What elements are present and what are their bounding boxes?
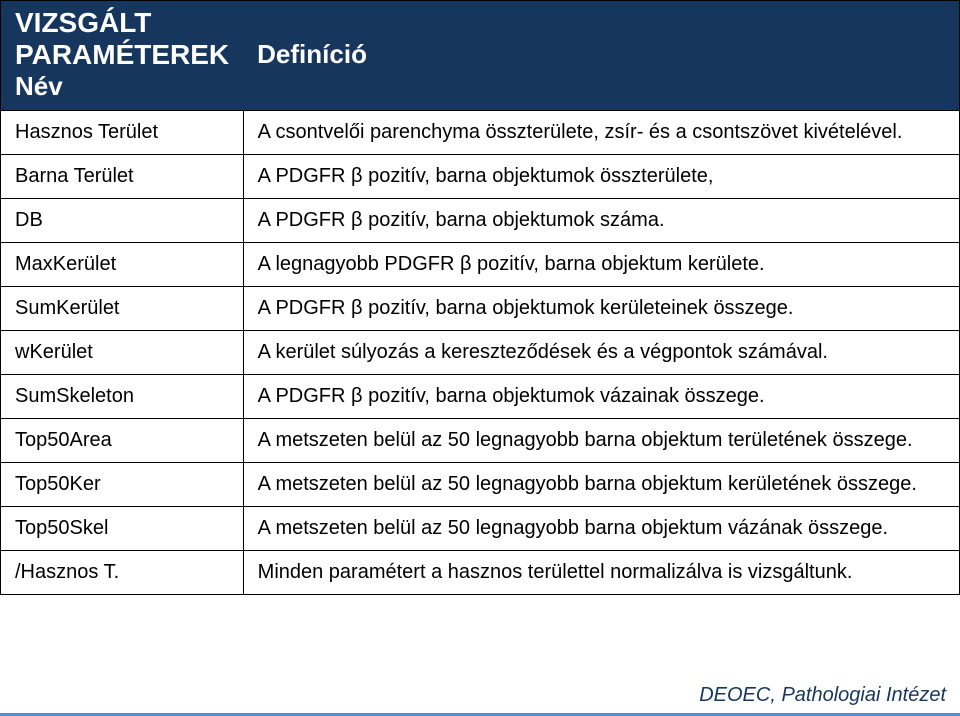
param-def: A metszeten belül az 50 legnagyobb barna… [243, 463, 959, 507]
table-header-def-cell: Definíció [243, 1, 959, 111]
param-def: A legnagyobb PDGFR β pozitív, barna obje… [243, 243, 959, 287]
param-def: A metszeten belül az 50 legnagyobb barna… [243, 507, 959, 551]
table-row: SumKerület A PDGFR β pozitív, barna obje… [1, 287, 960, 331]
param-def: A csontvelői parenchyma összterülete, zs… [243, 111, 959, 155]
parameter-table: VIZSGÁLT PARAMÉTEREK Név Definíció Haszn… [0, 0, 960, 595]
param-def: A kerület súlyozás a kereszteződések és … [243, 331, 959, 375]
param-name: /Hasznos T. [1, 551, 244, 595]
table-row: DB A PDGFR β pozitív, barna objektumok s… [1, 199, 960, 243]
param-def: A PDGFR β pozitív, barna objektumok váza… [243, 375, 959, 419]
param-def: A PDGFR β pozitív, barna objektumok szám… [243, 199, 959, 243]
param-def: A metszeten belül az 50 legnagyobb barna… [243, 419, 959, 463]
table-row: Barna Terület A PDGFR β pozitív, barna o… [1, 155, 960, 199]
param-name: Top50Area [1, 419, 244, 463]
footer-credit: DEOEC, Pathologiai Intézet [699, 684, 946, 707]
param-name: SumSkeleton [1, 375, 244, 419]
param-name: Hasznos Terület [1, 111, 244, 155]
table-row: Hasznos Terület A csontvelői parenchyma … [1, 111, 960, 155]
table-row: Top50Skel A metszeten belül az 50 legnag… [1, 507, 960, 551]
table-row: Top50Area A metszeten belül az 50 legnag… [1, 419, 960, 463]
table-row: wKerület A kerület súlyozás a keresztező… [1, 331, 960, 375]
param-def: A PDGFR β pozitív, barna objektumok kerü… [243, 287, 959, 331]
param-name: SumKerület [1, 287, 244, 331]
param-def: Minden paramétert a hasznos területtel n… [243, 551, 959, 595]
table-row: Top50Ker A metszeten belül az 50 legnagy… [1, 463, 960, 507]
param-name: Barna Terület [1, 155, 244, 199]
table-header-row: VIZSGÁLT PARAMÉTEREK Név Definíció [1, 1, 960, 111]
param-name: wKerület [1, 331, 244, 375]
table-row: SumSkeleton A PDGFR β pozitív, barna obj… [1, 375, 960, 419]
param-def: A PDGFR β pozitív, barna objektumok össz… [243, 155, 959, 199]
table-title-spacer [257, 7, 945, 39]
table-header-name-cell: VIZSGÁLT PARAMÉTEREK Név [1, 1, 244, 111]
column-header-name: Név [15, 71, 229, 102]
table-row: /Hasznos T. Minden paramétert a hasznos … [1, 551, 960, 595]
param-name: DB [1, 199, 244, 243]
param-name: Top50Skel [1, 507, 244, 551]
table-row: MaxKerület A legnagyobb PDGFR β pozitív,… [1, 243, 960, 287]
slide: VIZSGÁLT PARAMÉTEREK Név Definíció Haszn… [0, 0, 960, 716]
param-name: MaxKerület [1, 243, 244, 287]
table-title: VIZSGÁLT PARAMÉTEREK [15, 7, 229, 71]
param-name: Top50Ker [1, 463, 244, 507]
column-header-def: Definíció [257, 39, 945, 70]
